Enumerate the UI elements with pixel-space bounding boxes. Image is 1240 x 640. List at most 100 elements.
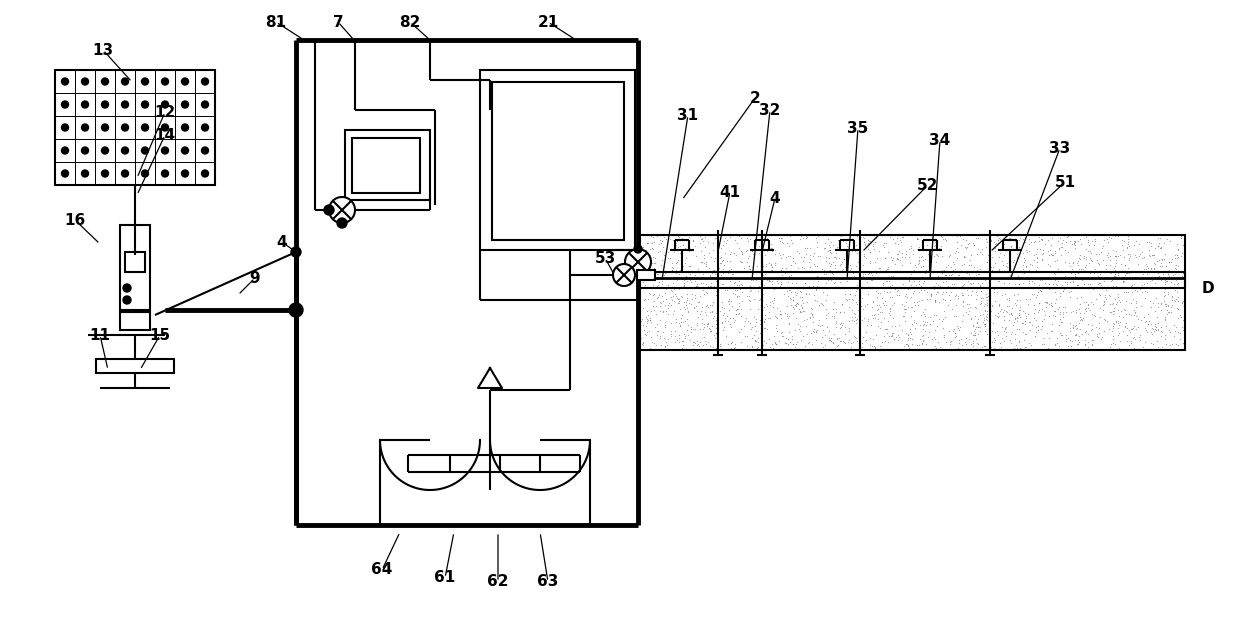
Point — [786, 339, 806, 349]
Point — [1117, 330, 1137, 340]
Point — [837, 266, 857, 276]
Point — [1043, 250, 1063, 260]
Point — [939, 326, 959, 336]
Point — [851, 239, 870, 250]
Point — [1018, 299, 1038, 309]
Point — [1158, 301, 1178, 312]
Point — [897, 339, 916, 349]
Point — [1145, 243, 1164, 253]
Point — [1090, 303, 1110, 314]
Point — [655, 317, 675, 328]
Point — [853, 332, 873, 342]
Point — [1053, 308, 1073, 319]
Text: 51: 51 — [1054, 175, 1075, 189]
Point — [968, 269, 988, 279]
Point — [694, 332, 714, 342]
Point — [879, 275, 899, 285]
Point — [693, 278, 713, 288]
Text: 64: 64 — [371, 563, 393, 577]
Point — [825, 252, 844, 262]
Point — [981, 321, 1001, 332]
Point — [1019, 239, 1039, 249]
Point — [966, 324, 986, 334]
Point — [901, 311, 921, 321]
Point — [1158, 267, 1178, 277]
Point — [751, 269, 771, 279]
Point — [882, 280, 901, 291]
Point — [1063, 238, 1083, 248]
Point — [770, 282, 790, 292]
Point — [1095, 276, 1115, 286]
Point — [1081, 255, 1101, 265]
Point — [1106, 299, 1126, 309]
Point — [732, 248, 751, 259]
Point — [921, 237, 941, 248]
Point — [986, 296, 1006, 306]
Point — [997, 307, 1017, 317]
Point — [1168, 252, 1188, 262]
Point — [1145, 250, 1164, 260]
Point — [773, 331, 792, 341]
Point — [914, 308, 934, 319]
Point — [831, 335, 851, 346]
Point — [665, 296, 684, 306]
Point — [800, 250, 820, 260]
Point — [696, 259, 715, 269]
Point — [939, 270, 959, 280]
Point — [739, 291, 759, 301]
Point — [959, 268, 978, 278]
Point — [863, 296, 883, 307]
Point — [925, 340, 945, 351]
Point — [838, 337, 858, 348]
Point — [1032, 253, 1052, 264]
Point — [691, 337, 711, 348]
Point — [1025, 315, 1045, 325]
Point — [914, 320, 934, 330]
Point — [671, 321, 691, 332]
Point — [720, 296, 740, 306]
Point — [1017, 261, 1037, 271]
Point — [893, 266, 913, 276]
Point — [1140, 237, 1159, 248]
Point — [790, 307, 810, 317]
Point — [1028, 307, 1048, 317]
Point — [831, 260, 851, 271]
Point — [739, 261, 759, 271]
Point — [854, 240, 874, 250]
Point — [760, 239, 780, 249]
Point — [1125, 307, 1145, 317]
Point — [645, 258, 665, 268]
Point — [967, 291, 987, 301]
Point — [832, 321, 852, 331]
Point — [634, 242, 653, 252]
Point — [714, 260, 734, 270]
Point — [919, 265, 939, 275]
Point — [732, 296, 751, 307]
Point — [885, 237, 905, 248]
Point — [1045, 306, 1065, 316]
Point — [725, 315, 745, 325]
Point — [892, 325, 911, 335]
Point — [1059, 257, 1079, 268]
Point — [887, 233, 906, 243]
Point — [1154, 272, 1174, 282]
Point — [640, 250, 660, 260]
Point — [889, 332, 909, 342]
Point — [684, 269, 704, 280]
Point — [830, 333, 849, 343]
Point — [889, 246, 909, 257]
Point — [732, 234, 751, 244]
Point — [1063, 257, 1083, 268]
Point — [732, 249, 751, 259]
Point — [971, 296, 991, 306]
Point — [1164, 269, 1184, 279]
Point — [957, 290, 977, 300]
Point — [780, 292, 800, 303]
Point — [655, 320, 675, 330]
Point — [904, 265, 924, 275]
Point — [807, 272, 827, 282]
Point — [1070, 250, 1090, 260]
Point — [1001, 241, 1021, 252]
Point — [656, 234, 676, 244]
Point — [649, 277, 668, 287]
